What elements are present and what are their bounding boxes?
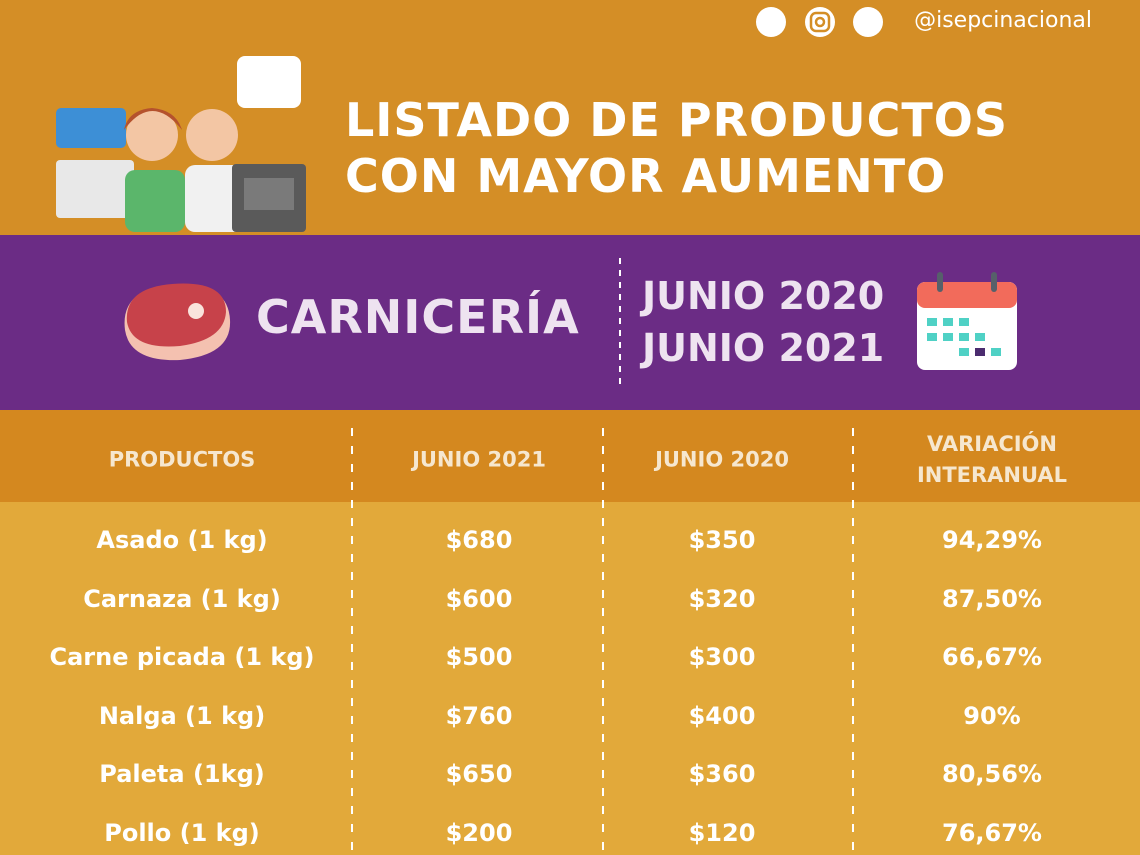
woman-body — [125, 170, 185, 232]
title: LISTADO DE PRODUCTOS CON MAYOR AUMENTO — [345, 92, 1008, 204]
column-header: JUNIO 2020 — [655, 447, 789, 472]
cell: $650 — [445, 760, 513, 789]
cell: 76,67% — [942, 819, 1042, 847]
product-name: Paleta (1kg) — [99, 760, 265, 789]
table-header-band — [0, 410, 1140, 502]
twitter-icon — [853, 7, 883, 37]
social-icons — [756, 7, 883, 37]
chat-bubble — [56, 108, 126, 148]
column-header: PRODUCTOS — [108, 447, 256, 472]
calendar-days — [927, 318, 1001, 356]
cell: $320 — [688, 584, 756, 613]
meat-bone — [188, 303, 204, 319]
column-dividers — [351, 428, 854, 855]
calendar-icon — [917, 272, 1017, 370]
category: CARNICERÍA — [256, 290, 580, 344]
period-line: JUNIO 2021 — [642, 326, 885, 370]
cell: 80,56% — [942, 760, 1042, 789]
product-name: Pollo (1 kg) — [104, 819, 260, 847]
cell: $200 — [445, 819, 513, 847]
period-line: JUNIO 2020 — [642, 274, 885, 318]
title-line: CON MAYOR AUMENTO — [345, 149, 947, 203]
cell: $680 — [445, 526, 513, 554]
man-head — [186, 109, 238, 161]
cell: 90% — [963, 701, 1021, 730]
cell: 66,67% — [942, 643, 1042, 672]
register-screen — [244, 178, 294, 210]
calendar-top — [917, 282, 1017, 308]
cell: $360 — [688, 760, 756, 789]
instagram-glyph — [809, 11, 831, 33]
woman-hair — [124, 108, 182, 130]
people-illustration — [56, 56, 306, 232]
calendar-ring — [937, 272, 943, 292]
cell: 94,29% — [942, 526, 1042, 554]
product-name: Asado (1 kg) — [96, 526, 268, 554]
social-handle: @isepcinacional — [914, 8, 1092, 33]
column-header: JUNIO 2021 — [412, 447, 546, 472]
cell: $760 — [445, 701, 513, 730]
cell: $500 — [445, 643, 513, 672]
cell: $350 — [688, 526, 756, 554]
title-line: LISTADO DE PRODUCTOS — [345, 93, 1009, 147]
instagram-lens — [814, 16, 826, 28]
calendar-ring — [991, 272, 997, 292]
meat-top — [126, 283, 226, 347]
woman-head — [126, 109, 178, 161]
period: JUNIO 2020 JUNIO 2021 — [642, 270, 884, 374]
cell: $300 — [688, 643, 756, 672]
cell: 87,50% — [942, 584, 1042, 613]
product-name: Carne picada (1 kg) — [49, 643, 315, 672]
monitor — [56, 160, 134, 218]
product-name: Nalga (1 kg) — [98, 701, 266, 730]
meat-icon — [124, 283, 231, 361]
product-name: Carnaza (1 kg) — [83, 584, 281, 613]
cell: $120 — [688, 819, 756, 847]
facebook-icon — [756, 7, 786, 37]
cell: $400 — [688, 701, 756, 730]
man-body — [185, 165, 245, 232]
column-header: VARIACIÓN INTERANUAL — [916, 432, 1068, 487]
instagram-icon — [805, 7, 835, 37]
speech-bubble — [237, 56, 301, 108]
cell: $600 — [445, 584, 513, 613]
